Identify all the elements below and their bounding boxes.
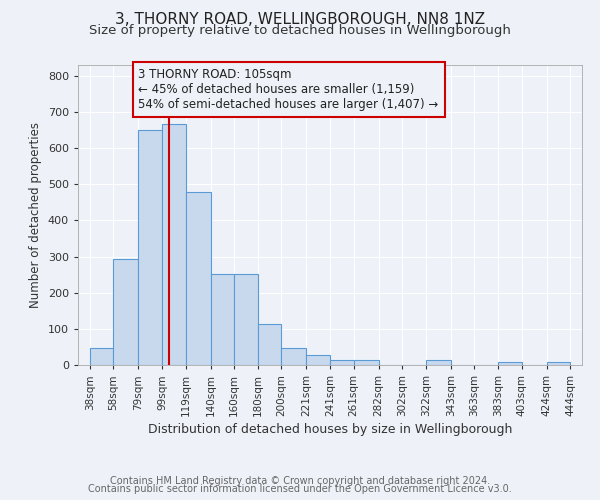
Y-axis label: Number of detached properties: Number of detached properties — [29, 122, 42, 308]
Bar — [162, 124, 185, 365]
Bar — [211, 274, 234, 365]
Bar — [281, 348, 307, 365]
Bar — [547, 362, 570, 365]
Text: Contains HM Land Registry data © Crown copyright and database right 2024.: Contains HM Land Registry data © Crown c… — [110, 476, 490, 486]
Text: Contains public sector information licensed under the Open Government Licence v3: Contains public sector information licen… — [88, 484, 512, 494]
Bar — [90, 348, 113, 365]
Bar — [113, 259, 139, 365]
Text: Size of property relative to detached houses in Wellingborough: Size of property relative to detached ho… — [89, 24, 511, 37]
Bar — [258, 324, 281, 365]
Bar — [234, 274, 258, 365]
Text: 3 THORNY ROAD: 105sqm
← 45% of detached houses are smaller (1,159)
54% of semi-d: 3 THORNY ROAD: 105sqm ← 45% of detached … — [139, 68, 439, 111]
Bar — [330, 360, 353, 365]
Bar — [139, 130, 162, 365]
Text: 3, THORNY ROAD, WELLINGBOROUGH, NN8 1NZ: 3, THORNY ROAD, WELLINGBOROUGH, NN8 1NZ — [115, 12, 485, 28]
Bar — [498, 362, 521, 365]
X-axis label: Distribution of detached houses by size in Wellingborough: Distribution of detached houses by size … — [148, 423, 512, 436]
Bar — [353, 360, 379, 365]
Bar — [426, 360, 451, 365]
Bar — [307, 355, 330, 365]
Bar — [185, 192, 211, 365]
